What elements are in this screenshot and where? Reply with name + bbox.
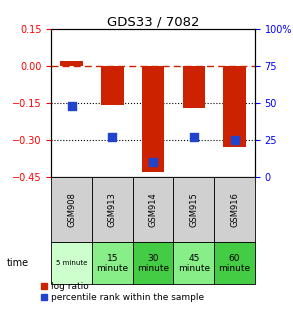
Bar <box>173 242 214 284</box>
Bar <box>51 177 92 242</box>
Point <box>192 134 196 139</box>
Legend: log ratio, percentile rank within the sample: log ratio, percentile rank within the sa… <box>41 283 204 302</box>
Text: GSM914: GSM914 <box>149 192 158 227</box>
Text: GSM915: GSM915 <box>189 192 198 227</box>
Text: 15
minute: 15 minute <box>96 253 128 273</box>
Bar <box>173 177 214 242</box>
Text: GSM916: GSM916 <box>230 192 239 227</box>
Bar <box>92 242 133 284</box>
Bar <box>101 66 124 105</box>
Text: GSM908: GSM908 <box>67 192 76 227</box>
Text: 45
minute: 45 minute <box>178 253 210 273</box>
Text: time: time <box>7 258 29 268</box>
Point <box>151 159 155 164</box>
Text: GSM913: GSM913 <box>108 192 117 227</box>
Bar <box>142 66 164 172</box>
Bar <box>214 242 255 284</box>
Bar <box>92 177 133 242</box>
Bar <box>60 61 83 66</box>
Title: GDS33 / 7082: GDS33 / 7082 <box>107 15 199 28</box>
Bar <box>183 66 205 108</box>
Bar <box>214 177 255 242</box>
Point <box>110 134 115 139</box>
Bar <box>133 242 173 284</box>
Bar <box>51 242 92 284</box>
Point <box>232 137 237 142</box>
Bar <box>223 66 246 147</box>
Text: 30
minute: 30 minute <box>137 253 169 273</box>
Bar <box>133 177 173 242</box>
Text: 5 minute: 5 minute <box>56 260 87 266</box>
Text: 60
minute: 60 minute <box>219 253 251 273</box>
Point <box>69 103 74 109</box>
